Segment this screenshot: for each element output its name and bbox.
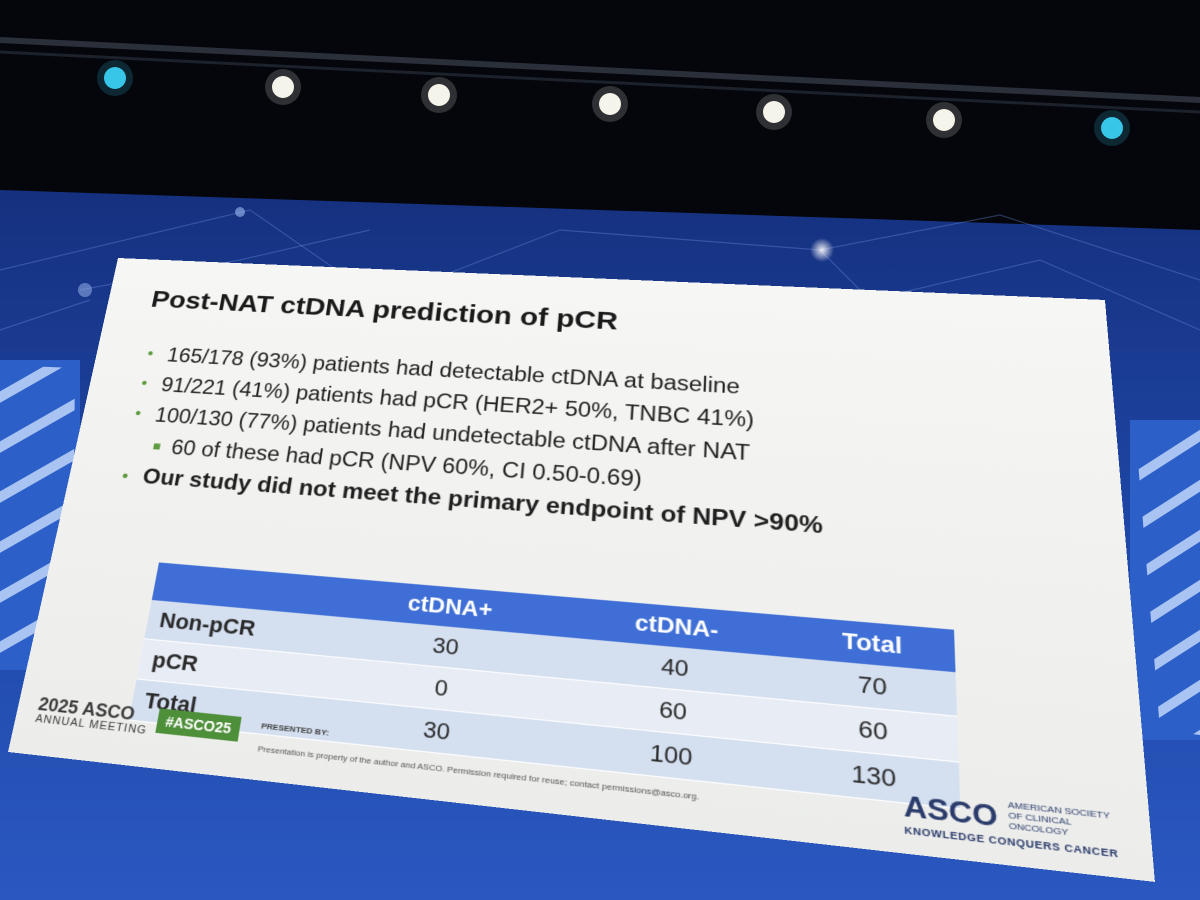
right-stripe-panel [1130, 420, 1200, 740]
stage-lights [97, 60, 1130, 146]
backdrop-dot [78, 283, 92, 297]
hashtag-badge: #ASCO25 [155, 708, 242, 742]
bullet-marker-icon: • [139, 374, 149, 392]
bullet-list: • 165/178 (93%) patients had detectable c… [112, 339, 1102, 565]
bullet-marker-icon: • [120, 466, 131, 485]
slide-title: Post-NAT ctDNA prediction of pCR [148, 286, 619, 336]
lighting-truss [0, 37, 1200, 103]
asco-logo: ASCO AMERICAN SOCIETY OF CLINICAL ONCOLO… [903, 789, 1127, 861]
lighting-truss-lower [0, 50, 1200, 114]
backdrop-glow-dot [810, 238, 834, 262]
stage-light [592, 86, 628, 122]
bullet-marker-icon: ■ [151, 438, 163, 454]
stage-light [97, 60, 133, 96]
stage-light [926, 102, 962, 138]
presented-by-label: PRESENTED BY: [260, 721, 330, 738]
stage-light [265, 69, 301, 105]
stage-light [1094, 110, 1130, 146]
stage-light [756, 94, 792, 130]
backdrop-dot [235, 207, 245, 217]
bullet-marker-icon: • [145, 345, 155, 363]
stage-light [421, 77, 457, 113]
bullet-marker-icon: • [133, 404, 143, 423]
